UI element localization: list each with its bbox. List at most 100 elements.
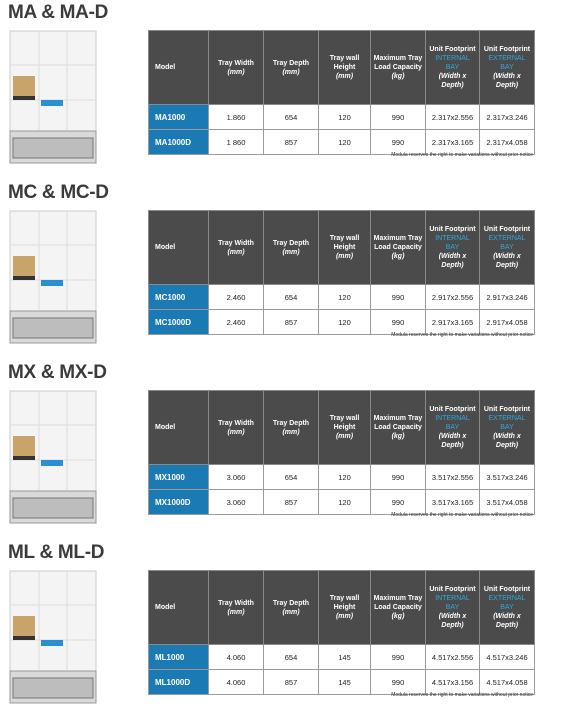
data-cell: 120 [318,284,371,310]
header-unit: (mm) [335,253,354,260]
section: MX & MX-D Model Tray Width (mm) Tray Depth (m… [0,360,561,540]
header-text: Tray Width [218,419,254,427]
header-bay: EXTERNAL BAY [488,415,526,431]
spec-table: Model Tray Width (mm) Tray Depth (mm) Tray wa… [148,390,535,515]
data-cell: 3.517x3.246 [479,464,535,490]
header-unit: (mm) [335,433,354,440]
data-cell: 2.460 [208,309,264,335]
header-text: Maximum Tray Load Capacity [373,595,423,611]
header-cell: Unit Footprint INTERNAL BAY (Width x Depth… [425,570,480,645]
data-cell: 145 [318,644,371,670]
data-cell: 990 [370,284,426,310]
data-cell: 120 [318,489,371,515]
data-cell: 145 [318,669,371,695]
data-cell: 990 [370,464,426,490]
header-cell: Model [148,570,209,645]
disclaimer: Modula reserves the right to make variat… [391,692,533,698]
model-cell: MX1000 [148,464,209,490]
header-unit: (Width x Depth) [438,433,467,449]
spec-table: Model Tray Width (mm) Tray Depth (mm) Tray wa… [148,30,535,155]
header-cell: Tray wall Height (mm) [318,390,371,465]
header-text: Tray wall Height [329,415,360,431]
data-cell: 4.060 [208,669,264,695]
header-row: Model Tray Width (mm) Tray Depth (mm) Tray wa… [148,210,535,285]
data-cell: 2.317x2.556 [425,104,480,130]
header-text: Unit Footprint [483,226,531,233]
header-bay: INTERNAL BAY [435,235,470,251]
section: MA & MA-D Model Tray Width (mm) Tray Depth (m… [0,0,561,180]
header-cell: Tray Width (mm) [208,210,264,285]
header-cell: Maximum Tray Load Capacity (kg) [370,390,426,465]
section: MC & MC-D Model Tray Width (mm) Tray Depth (m… [0,180,561,360]
spec-table: Model Tray Width (mm) Tray Depth (mm) Tray wa… [148,210,535,335]
header-unit: (Width x Depth) [438,253,467,269]
data-cell: 857 [263,129,319,155]
product-image-box [9,210,99,350]
header-text: Unit Footprint [429,586,476,593]
data-cell: 4.517x3.246 [479,644,535,670]
data-cell: 654 [263,284,319,310]
data-cell: 2.460 [208,284,264,310]
header-text: Unit Footprint [429,226,476,233]
header-text: Model [155,604,176,611]
header-cell: Tray wall Height (mm) [318,210,371,285]
data-cell: 990 [370,644,426,670]
header-text: Model [155,244,176,251]
header-cell: Unit Footprint EXTERNAL BAY (Width x Depth… [479,30,535,105]
header-unit: (mm) [227,608,245,616]
data-cell: 1 860 [208,129,264,155]
data-cell: 2.317x3.165 [425,129,480,155]
product-image-box [9,390,99,530]
header-text: Tray wall Height [329,55,360,71]
header-cell: Model [148,210,209,285]
header-unit: (Width x Depth) [493,253,521,269]
header-row: Model Tray Width (mm) Tray Depth (mm) Tray wa… [148,390,535,465]
section: ML & ML-D Model Tray Width (mm) Tray Depth (m… [0,540,561,707]
header-text: Tray Depth [272,419,310,427]
data-cell: 120 [318,129,371,155]
disclaimer: Modula reserves the right to make variat… [391,512,533,518]
header-unit: (mm) [282,608,300,616]
header-cell: Tray Width (mm) [208,390,264,465]
header-text: Unit Footprint [483,406,531,413]
product-image-box [9,570,99,707]
header-unit: (kg) [391,433,405,440]
data-cell: 857 [263,669,319,695]
data-cell: 2.317x3.246 [479,104,535,130]
header-unit: (mm) [335,613,354,620]
data-cell: 4.517x4.058 [479,669,535,695]
header-text: Tray Width [218,59,254,67]
model-cell: MC1000 [148,284,209,310]
data-cell: 2.317x4.058 [479,129,535,155]
data-cell: 4.060 [208,644,264,670]
header-cell: Tray Depth (mm) [263,210,319,285]
product-image-box [9,30,99,170]
header-cell: Model [148,390,209,465]
section-title: MA & MA-D [8,2,109,23]
header-text: Model [155,64,176,71]
header-text: Tray Depth [272,59,310,67]
header-text: Unit Footprint [483,46,531,53]
header-cell: Tray wall Height (mm) [318,570,371,645]
data-cell: 2.917x4.058 [479,309,535,335]
header-unit: (mm) [282,68,300,76]
header-text: Maximum Tray Load Capacity [373,235,423,251]
header-text: Unit Footprint [429,406,476,413]
header-unit: (kg) [391,613,405,620]
header-text: Tray Depth [272,599,310,607]
disclaimer: Modula reserves the right to make variat… [391,332,533,338]
header-cell: Unit Footprint EXTERNAL BAY (Width x Depth… [479,390,535,465]
section-title: MX & MX-D [8,362,107,383]
model-cell: MA1000D [148,129,209,155]
data-cell: 654 [263,104,319,130]
data-cell: 990 [370,104,426,130]
header-unit: (mm) [227,428,245,436]
disclaimer: Modula reserves the right to make variat… [391,152,533,158]
model-cell: MC1000D [148,309,209,335]
header-text: Maximum Tray Load Capacity [373,415,423,431]
data-cell: 2.917x2.556 [425,284,480,310]
data-cell: 3.060 [208,489,264,515]
data-cell: 2.917x3.165 [425,309,480,335]
header-cell: Model [148,30,209,105]
data-row: MA1000 1.860 654 120 990 2.317x2.556 2.317x3.2… [148,104,535,130]
